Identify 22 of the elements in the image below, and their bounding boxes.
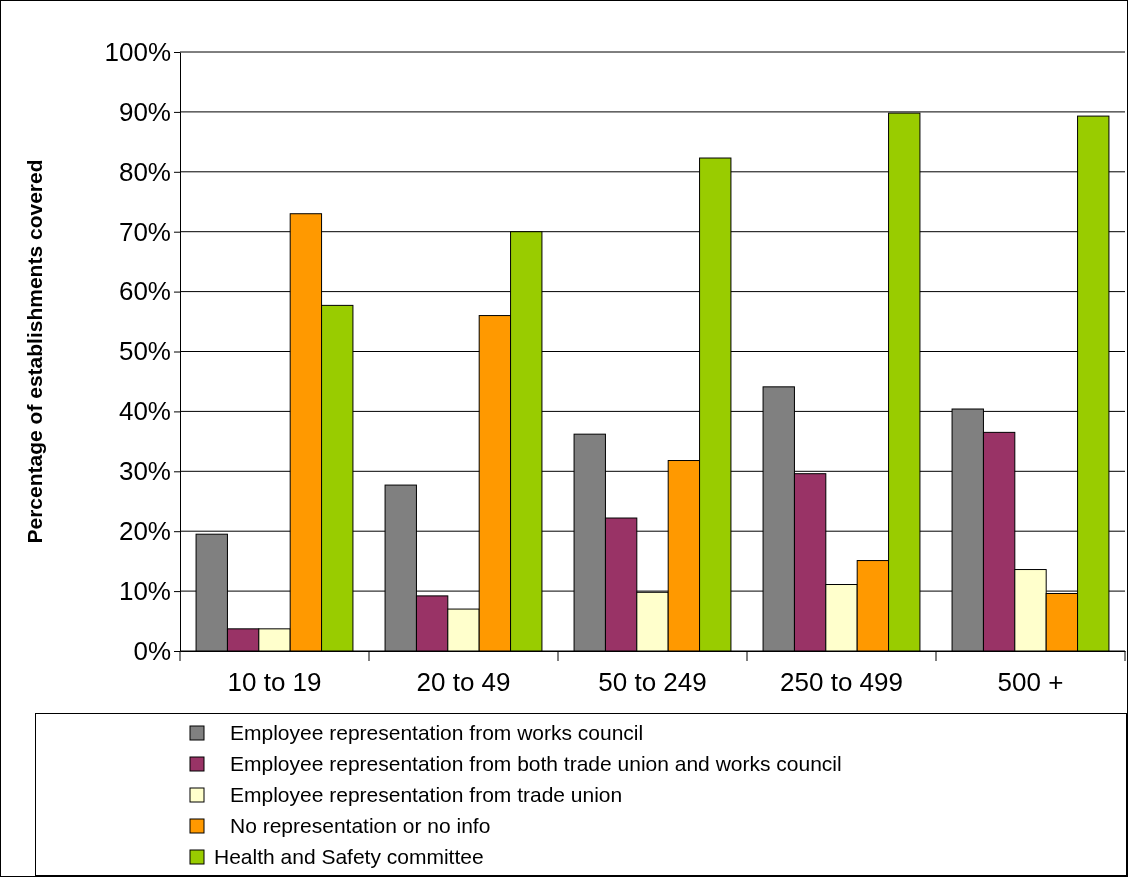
legend-label: Employee representation from both trade union and works council: [230, 752, 842, 776]
y-tick-label: 90%: [118, 96, 171, 127]
legend-label: Employee representation from trade union: [230, 783, 623, 807]
x-tick-label: 20 to 49: [416, 667, 511, 698]
y-tick-label: 60%: [118, 276, 171, 307]
x-tick-label: 50 to 249: [598, 667, 707, 698]
legend-label: Health and Safety committee: [214, 845, 484, 869]
y-tick-label: 0%: [133, 635, 171, 666]
y-tick-label: 30%: [118, 456, 171, 487]
x-tick-label: 250 to 499: [780, 667, 903, 698]
y-tick-label: 70%: [118, 216, 171, 247]
y-tick-label: 40%: [118, 396, 171, 427]
x-tick-label: 10 to 19: [227, 667, 322, 698]
legend-label: No representation or no info: [230, 814, 491, 838]
y-axis-title: Percentage of establishments covered: [23, 159, 46, 544]
y-tick-label: 50%: [118, 336, 171, 367]
y-tick-label: 10%: [118, 575, 171, 606]
y-tick-label: 100%: [104, 36, 171, 67]
x-tick-label: 500 +: [997, 667, 1064, 698]
y-tick-label: 20%: [118, 516, 171, 547]
y-tick-label: 80%: [118, 156, 171, 187]
legend-label: Employee representation from works council: [230, 721, 644, 745]
